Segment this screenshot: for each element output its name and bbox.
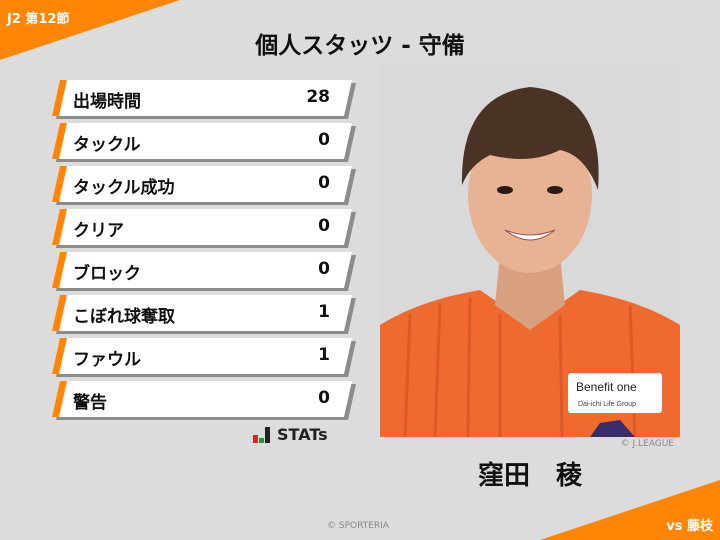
stat-label: 出場時間 [73,92,141,112]
stat-label: タックル成功 [73,178,175,198]
stat-label: こぼれ球奪取 [73,307,175,327]
stat-value: 0 [318,130,330,150]
stat-value: 0 [318,216,330,236]
stat-value: 1 [318,302,330,322]
row-background [52,381,352,417]
stat-row: 警告 0 [52,381,352,417]
player-photo: Benefit one Dai-ichi Life Group [380,65,680,437]
row-background [52,209,352,245]
stat-label: 警告 [73,393,107,413]
stat-value: 1 [318,345,330,365]
stat-row: タックル 0 [52,123,352,159]
stat-label: タックル [73,135,141,155]
stat-row: クリア 0 [52,209,352,245]
stat-value: 0 [318,259,330,279]
row-background [52,252,352,288]
player-name: 窪田 稜 [477,461,582,491]
stat-value: 0 [318,173,330,193]
stat-label: クリア [73,221,124,241]
photo-credit: © J.LEAGUE [620,439,674,449]
stats-logo: STATs [253,425,328,444]
copyright: © SPORTERIA [327,521,389,531]
stat-value: 28 [306,87,330,107]
round-label: J2 第12節 [7,12,70,27]
row-background [52,80,352,116]
stat-row: ブロック 0 [52,252,352,288]
row-background [52,338,352,374]
stat-label: ファウル [73,350,141,370]
stat-row: タックル成功 0 [52,166,352,202]
stat-row: こぼれ球奪取 1 [52,295,352,331]
stat-row: ファウル 1 [52,338,352,374]
row-background [52,123,352,159]
opponent-label: vs 藤枝 [666,519,713,534]
row-background [52,166,352,202]
page-title: 個人スタッツ - 守備 [255,33,465,59]
stat-row: 出場時間 28 [52,80,352,116]
bar-chart-icon [253,426,270,443]
row-background [52,295,352,331]
svg-text:Dai-ichi Life Group: Dai-ichi Life Group [578,401,636,408]
stat-label: ブロック [73,264,141,284]
stat-value: 0 [318,388,330,408]
stats-logo-text: STATs [277,425,328,444]
sponsor-logo: Benefit one [576,380,637,394]
